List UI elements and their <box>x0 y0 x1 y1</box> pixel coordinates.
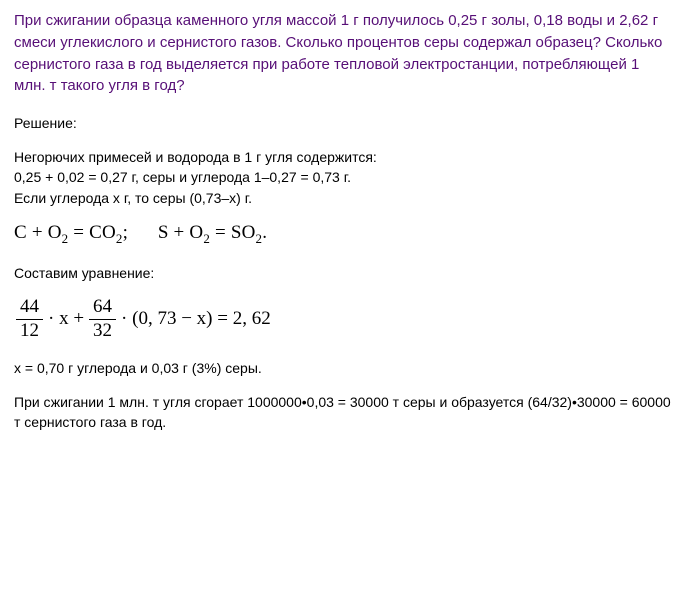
text: S + O <box>158 222 204 243</box>
solution-heading: Решение: <box>14 115 674 131</box>
text: = CO <box>68 222 116 243</box>
reaction-equations: C + O2 = CO2; S + O2 = SO2. <box>14 222 674 247</box>
result-line-1: x = 0,70 г углерода и 0,03 г (3%) серы. <box>14 358 674 378</box>
numerator: 44 <box>16 297 43 320</box>
main-equation: 44 12 · x + 64 32 · (0, 73 − x) = 2, 62 <box>14 297 674 342</box>
text: Если углерода x г, то серы (0,73–x) г. <box>14 190 252 206</box>
text: = SO <box>210 222 256 243</box>
reaction-1: C + O2 = CO2; <box>14 222 133 243</box>
text: C + O <box>14 222 62 243</box>
text: . <box>262 222 267 243</box>
subscript: 2 <box>116 231 123 246</box>
problem-statement: При сжигании образца каменного угля масс… <box>14 10 674 97</box>
operator: · x + <box>48 308 84 330</box>
reaction-2: S + O2 = SO2. <box>158 222 267 243</box>
numerator: 64 <box>89 297 116 320</box>
fraction-2: 64 32 <box>89 297 116 342</box>
denominator: 32 <box>89 320 116 342</box>
solution-line-1: Негорючих примесей и водорода в 1 г угля… <box>14 147 674 208</box>
compose-equation-label: Составим уравнение: <box>14 263 674 283</box>
fraction-1: 44 12 <box>16 297 43 342</box>
result-line-2: При сжигании 1 млн. т угля сгорает 10000… <box>14 392 674 433</box>
operator: · (0, 73 − x) = 2, 62 <box>121 308 271 330</box>
text: 0,25 + 0,02 = 0,27 г, серы и углерода 1–… <box>14 169 351 185</box>
text: ; <box>123 222 128 243</box>
text: Негорючих примесей и водорода в 1 г угля… <box>14 149 377 165</box>
page-container: При сжигании образца каменного угля масс… <box>0 0 688 457</box>
denominator: 12 <box>16 320 43 342</box>
